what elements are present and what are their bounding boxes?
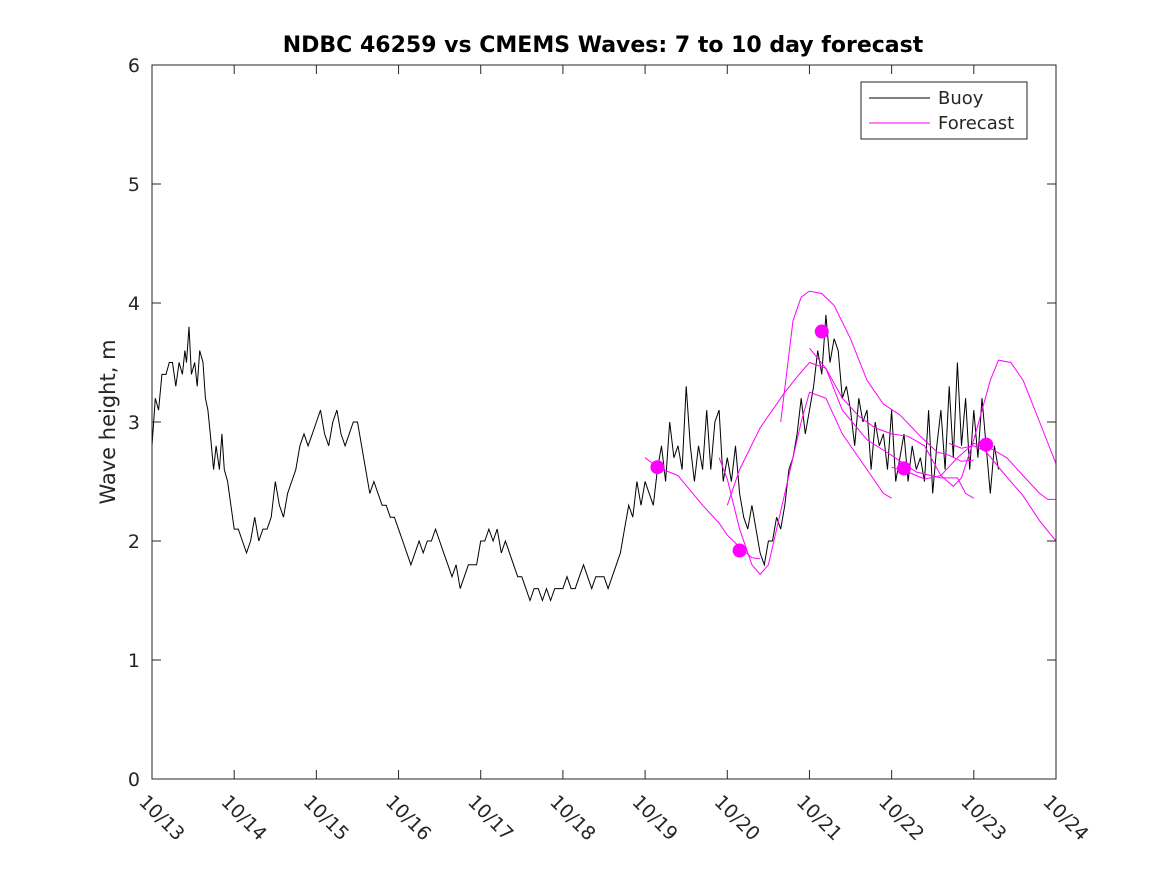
legend-label-buoy: Buoy (938, 88, 984, 109)
series-line-forecast-run-7 (949, 442, 1057, 542)
y-tick-label: 5 (128, 174, 140, 196)
series-line-forecast-run-4 (780, 290, 974, 462)
series-point-forecast (814, 324, 829, 339)
legend-box (860, 81, 1028, 140)
y-tick-label: 6 (128, 55, 140, 77)
series-line-forecast-run-3 (726, 361, 975, 506)
series-line-forecast-run-5 (809, 347, 1057, 487)
series-point-forecast (979, 437, 994, 452)
series-point-forecast (896, 461, 911, 476)
series-point-forecast (732, 543, 747, 558)
legend-label-forecast: Forecast (938, 113, 1014, 134)
series-layer (151, 290, 1057, 603)
series-point-forecast (650, 460, 665, 475)
axes-box (151, 64, 1057, 780)
y-tick-label: 1 (128, 650, 140, 672)
series-line-forecast-run-2 (718, 391, 892, 576)
y-tick-label: 4 (128, 293, 140, 315)
y-axis-label: Wave height, m (96, 339, 120, 504)
y-tick-label: 2 (128, 531, 140, 553)
y-tick-label: 3 (128, 412, 140, 434)
legend: Buoy Forecast (860, 81, 1028, 140)
y-tick-label: 0 (128, 769, 140, 791)
plot-area (152, 65, 1056, 779)
chart-title: NDBC 46259 vs CMEMS Waves: 7 to 10 day f… (283, 33, 924, 58)
